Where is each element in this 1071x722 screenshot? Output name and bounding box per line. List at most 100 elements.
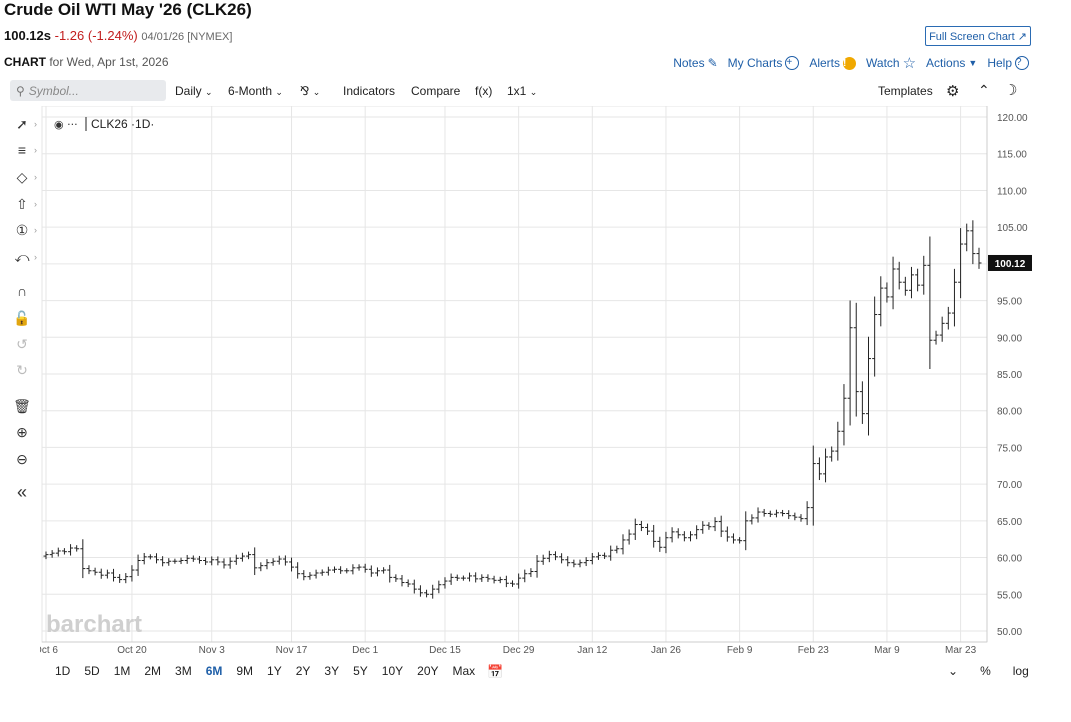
magnet-icon[interactable]: ∩ [16,283,28,299]
period-button-2m[interactable]: 2M [144,664,162,678]
barchart-watermark: barchart [46,611,142,638]
drawing-tools-sidebar: ➚ › ≡ › ◇ › ⇧ › ① › ⤺ › ∩ 🔓 ↺ ↻ 🗑 ⊕ ⊖ « [0,112,40,512]
trash-icon[interactable]: 🗑 [13,398,31,414]
y-tick-label: 80.00 [997,407,1022,418]
interval-select[interactable]: Daily ⌄ [175,84,213,98]
price-chart[interactable]: 50.00 55.00 60.00 65.00 70.00 75.00 80.00 85.00… [40,106,1035,660]
percent-toggle[interactable]: % [980,664,991,678]
fibonacci-tool-icon[interactable]: ≡ › [17,142,37,158]
zoom-out-icon[interactable]: ⊖ [16,451,28,467]
watch-link[interactable]: Watch ☆ [866,54,916,72]
period-button-1m[interactable]: 1M [113,664,131,678]
period-button-5y[interactable]: 5Y [353,664,368,678]
date-exchange: 04/01/26 [NYMEX] [141,31,233,43]
period-selector: 1D 5D 1M 2M 3M 6M 9M 1Y 2Y 3Y 5Y 10Y 20Y Max [48,664,482,678]
caret-down-icon: ▼ [968,58,978,68]
last-price-label: 100.12 [995,259,1026,270]
period-button-1d[interactable]: 1D [55,664,71,678]
y-tick-label: 70.00 [997,480,1022,491]
calendar-icon[interactable]: 📅 [487,664,504,679]
chevron-right-icon: › [34,199,37,209]
collapse-sidebar-icon[interactable]: « [16,482,27,502]
y-tick-label: 120.00 [997,113,1028,124]
arrow-marker-tool-icon[interactable]: ⇧ › [16,196,37,212]
bottom-right-controls: ⌄ % log [948,664,1029,678]
redo-icon[interactable]: ↻ [16,362,28,378]
search-placeholder: Symbol... [28,83,79,98]
y-tick-label: 105.00 [997,223,1028,234]
annotation-number-icon[interactable]: ① › [15,222,37,238]
undo-icon[interactable]: ↺ [16,336,28,352]
zoom-in-icon[interactable]: ⊕ [16,424,28,440]
x-tick-label: Nov 17 [276,645,308,656]
chart-date-label: CHART for Wed, Apr 1st, 2026 [4,55,169,69]
chevron-down-icon: ⌄ [312,87,321,97]
last-price: 100.12s [4,28,51,43]
price-change: -1.26 (-1.24%) [54,28,138,43]
log-toggle[interactable]: log [1012,664,1029,678]
chart-label: CHART [4,55,46,69]
star-icon: ☆ [902,55,917,72]
help-link[interactable]: Help? [987,56,1029,70]
period-button-5d[interactable]: 5D [84,664,100,678]
period-button-3m[interactable]: 3M [175,664,192,678]
templates-button[interactable]: Templates [878,84,933,98]
x-tick-label: Jan 12 [577,645,607,656]
chevron-down-icon: ⌄ [529,87,538,97]
settings-gear-icon[interactable]: ⚙ [946,83,960,100]
y-tick-label: 115.00 [997,150,1027,161]
ohlc-bars-icon: ⅋ [300,84,310,98]
period-button-max[interactable]: Max [452,664,476,678]
alerts-link[interactable]: Alerts! [809,56,857,70]
my-charts-label: My Charts [727,56,783,70]
x-tick-label: Mar 9 [874,645,900,656]
x-tick-label: Dec 15 [429,645,461,656]
measure-tool-icon[interactable]: ⤺ › [14,249,37,265]
trendline-tool-icon[interactable]: ➚ › [16,116,37,132]
last-price-tag [988,254,1032,271]
shapes-tool-icon[interactable]: ◇ › [16,169,37,185]
period-button-2y[interactable]: 2Y [295,664,311,678]
y-tick-label: 50.00 [997,627,1022,638]
full-screen-chart-button[interactable]: Full Screen Chart ↗ [925,26,1031,46]
indicators-button[interactable]: Indicators [343,84,396,98]
layout-select[interactable]: 1x1 ⌄ [507,84,537,98]
alert-icon: ! [843,56,857,70]
actions-menu[interactable]: Actions ▼ [926,56,977,70]
period-button-1y[interactable]: 1Y [267,664,282,678]
chevron-right-icon: › [34,252,37,262]
interval-value: Daily [175,84,202,98]
y-tick-label: 90.00 [997,333,1022,344]
x-tick-label: Dec 29 [503,645,535,656]
period-button-3y[interactable]: 3Y [324,664,340,678]
actions-label: Actions [926,56,966,70]
range-select[interactable]: 6-Month ⌄ [228,84,283,98]
dark-mode-moon-icon[interactable]: ☽ [1004,82,1018,99]
compare-button[interactable]: Compare [411,84,461,98]
period-button-6m[interactable]: 6M [205,664,223,678]
chevron-down-icon: ⌄ [205,87,213,97]
expand-down-icon[interactable]: ⌄ [948,664,959,678]
y-tick-label: 110.00 [997,186,1027,197]
notes-label: Notes [673,56,705,70]
period-button-10y[interactable]: 10Y [381,664,404,678]
x-tick-label: Dec 1 [352,645,379,656]
layout-value: 1x1 [507,84,527,98]
legend-symbol: CLK26 ·1D· [91,117,154,131]
collapse-up-icon[interactable]: ⌃ [978,82,990,98]
chevron-right-icon: › [34,172,37,182]
plus-icon: + [785,56,800,70]
notes-link[interactable]: Notes ✎ [673,56,717,70]
y-tick-label: 75.00 [997,443,1022,454]
period-button-20y[interactable]: 20Y [417,664,439,678]
range-value: 6-Month [228,84,273,98]
period-button-9m[interactable]: 9M [236,664,254,678]
my-charts-link[interactable]: My Charts + [728,56,800,70]
unlock-icon[interactable]: 🔓 [13,310,31,326]
external-link-icon: ↗ [1017,31,1027,43]
symbol-search-input[interactable]: ⚲ Symbol... [10,80,166,101]
y-tick-label: 60.00 [997,554,1022,565]
bar-type-select[interactable]: ⅋ ⌄ [300,84,320,98]
function-button[interactable]: f(x) [475,84,493,98]
chart-toolbar: ⚲ Symbol... Daily ⌄ 6-Month ⌄ ⅋ ⌄ Indica… [0,78,1035,106]
